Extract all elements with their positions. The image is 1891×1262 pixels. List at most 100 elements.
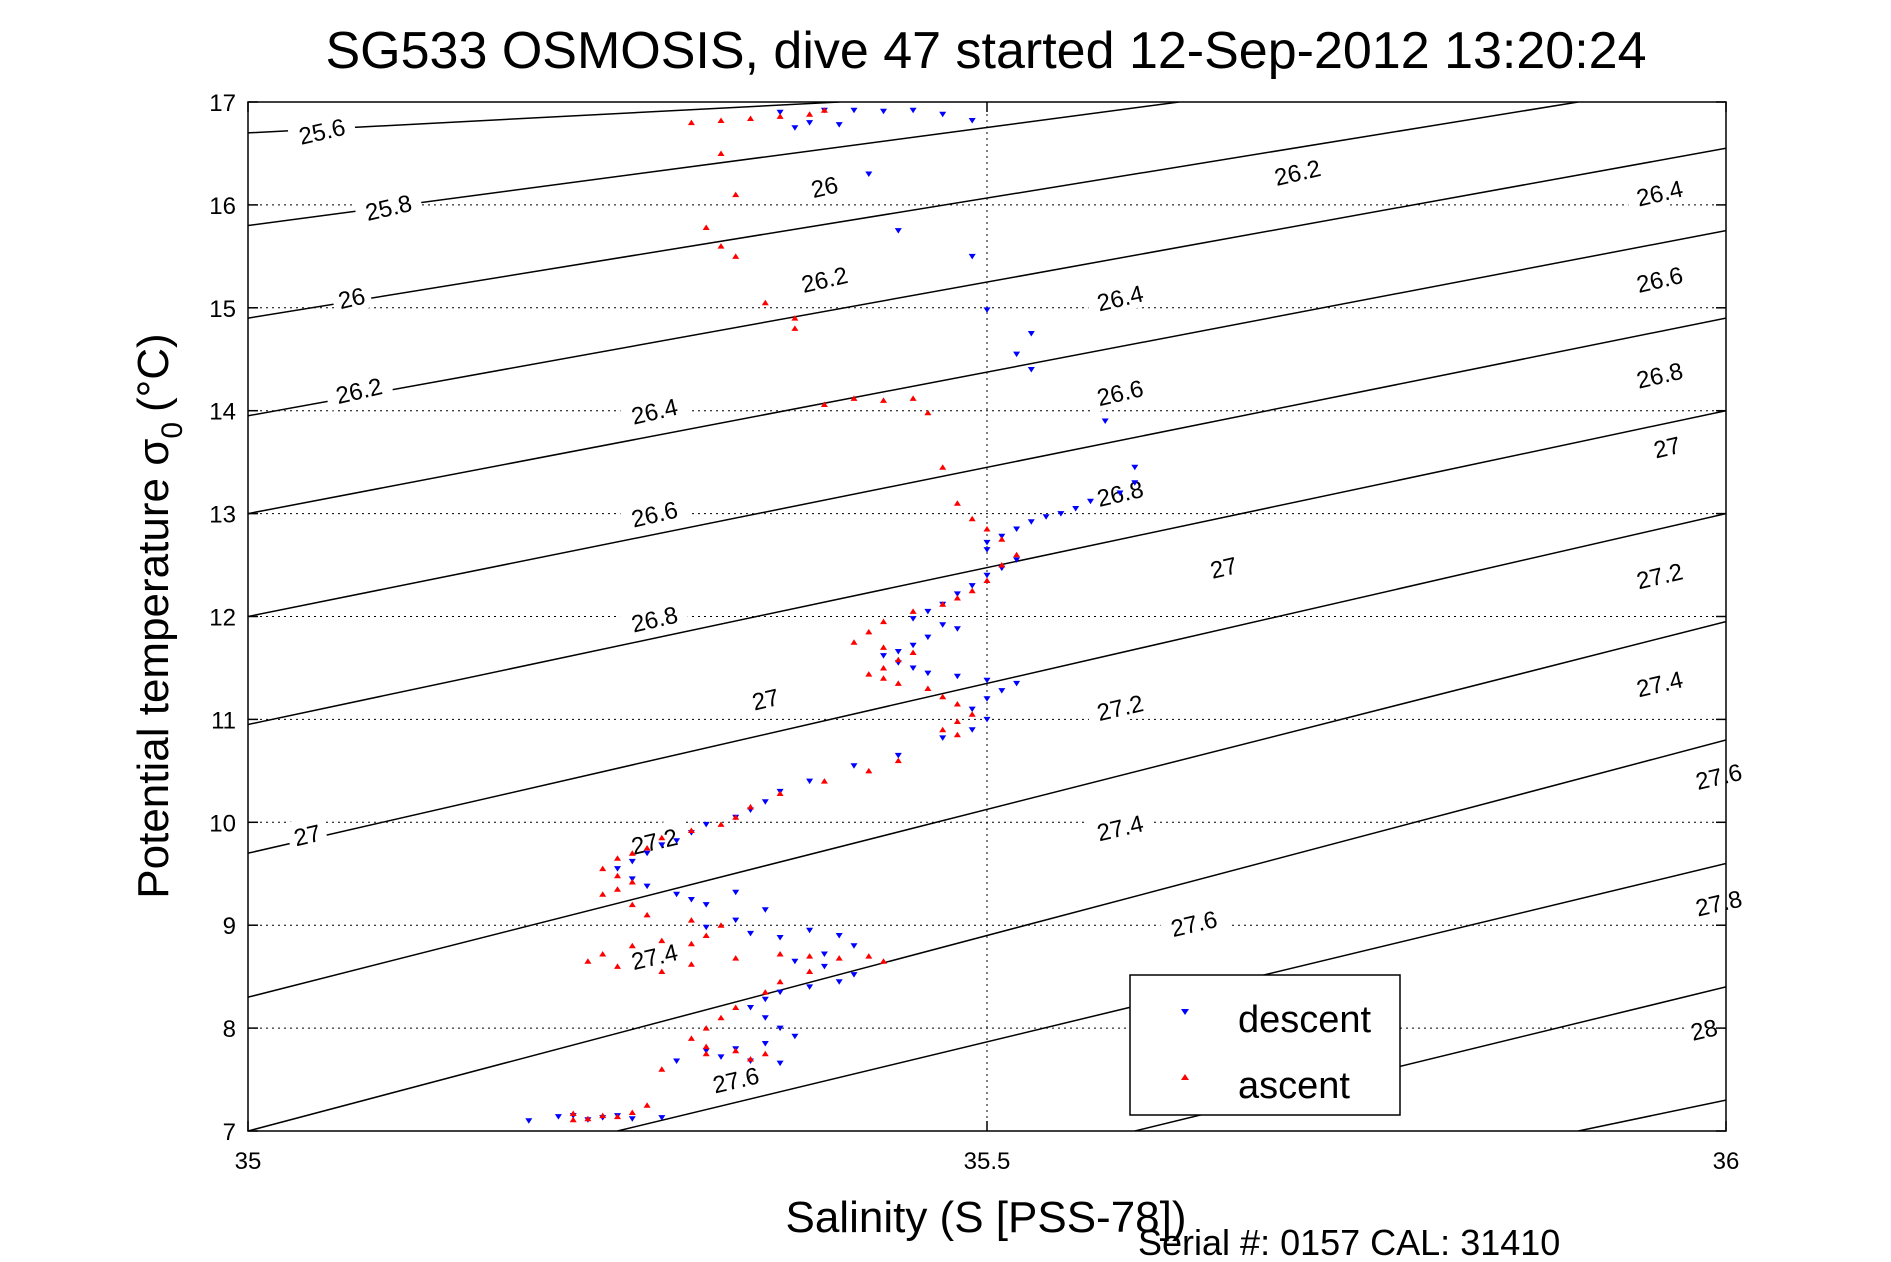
contour-label-bg bbox=[1623, 660, 1695, 705]
legend-descent-label: descent bbox=[1238, 999, 1372, 1041]
contour-label: 26.4 bbox=[1623, 169, 1695, 214]
descent-point bbox=[939, 622, 947, 628]
ascent-point bbox=[747, 1056, 754, 1062]
contour-label-text: 27 bbox=[1651, 432, 1683, 464]
ascent-point bbox=[569, 1116, 577, 1123]
contour-label-bg bbox=[1623, 169, 1695, 214]
descent-point bbox=[806, 927, 814, 934]
descent-point bbox=[968, 583, 976, 589]
ascent-point bbox=[628, 850, 636, 856]
descent-point bbox=[983, 539, 991, 546]
y-tick-label: 9 bbox=[223, 913, 236, 940]
x-axis-ticks: 35 35.5 36 bbox=[235, 102, 1739, 1175]
ascent-point bbox=[865, 671, 873, 677]
descent-point bbox=[880, 108, 887, 115]
contour-label: 27.6 bbox=[1158, 900, 1230, 945]
descent-point bbox=[953, 591, 961, 597]
contour-label-text: 27 bbox=[1208, 552, 1240, 584]
contour-label-bg bbox=[1682, 879, 1754, 924]
ascent-point bbox=[820, 778, 828, 784]
contour-label-bg bbox=[618, 387, 690, 432]
ascent-point bbox=[628, 1109, 636, 1115]
contour-label: 27.2 bbox=[1084, 684, 1156, 729]
contour-label-bg bbox=[1623, 552, 1695, 597]
ascent-point bbox=[687, 119, 695, 126]
ascent-point bbox=[865, 953, 873, 959]
ascent-point bbox=[924, 409, 932, 416]
ascent-point bbox=[880, 665, 887, 671]
descent-point bbox=[658, 1115, 666, 1121]
descent-point bbox=[776, 109, 784, 116]
descent-point bbox=[628, 1116, 636, 1122]
descent-point bbox=[702, 821, 710, 828]
ascent-point bbox=[939, 693, 947, 700]
ascent-point bbox=[776, 113, 784, 119]
contour-label-bg bbox=[699, 1056, 772, 1101]
descent-point bbox=[983, 572, 991, 579]
ascent-point bbox=[702, 932, 710, 938]
descent-point bbox=[761, 1041, 769, 1047]
ascent-point bbox=[614, 855, 621, 861]
contour-label-bg bbox=[1623, 351, 1695, 396]
y-tick-label: 15 bbox=[209, 296, 236, 323]
contour-label-bg bbox=[1084, 369, 1156, 414]
ascent-point bbox=[1013, 551, 1021, 558]
contour-label-bg bbox=[1084, 684, 1156, 729]
ascent-point bbox=[658, 1066, 666, 1072]
ascent-point bbox=[894, 680, 902, 686]
ascent-point bbox=[702, 1050, 710, 1057]
contour-line-26-8 bbox=[248, 409, 1726, 726]
contour-label: 26.4 bbox=[1084, 274, 1156, 319]
descent-point bbox=[554, 1114, 562, 1120]
descent-point bbox=[1057, 511, 1065, 517]
y-tick-label: 17 bbox=[209, 90, 236, 117]
contour-label-text: 28 bbox=[1688, 1014, 1720, 1046]
grid-lines bbox=[248, 102, 1726, 1131]
density-contour-labels: 25.625.826 26.226.42626.226.426.626.226.4… bbox=[284, 107, 1754, 1101]
contour-label-bg bbox=[1261, 148, 1333, 194]
descent-point bbox=[658, 842, 666, 848]
descent-point bbox=[776, 989, 784, 996]
descent-point bbox=[983, 716, 991, 723]
y-tick-label: 14 bbox=[209, 399, 236, 426]
descent-point bbox=[806, 984, 814, 990]
descent-point bbox=[614, 866, 621, 872]
ascent-point bbox=[628, 879, 636, 885]
ascent-point bbox=[584, 1115, 592, 1122]
contour-line-26-4 bbox=[248, 229, 1726, 515]
contour-label-bg bbox=[1682, 752, 1754, 798]
descent-point bbox=[835, 979, 843, 985]
ascent-point bbox=[880, 618, 887, 625]
descent-point bbox=[761, 907, 769, 913]
ascent-point bbox=[983, 526, 991, 532]
descent-point bbox=[953, 626, 961, 632]
ascent-point bbox=[761, 299, 769, 306]
ascent-point bbox=[643, 1102, 651, 1108]
ascent-point bbox=[953, 500, 961, 506]
contour-label-bg bbox=[802, 166, 847, 205]
ascent-point bbox=[953, 718, 961, 724]
ascent-point bbox=[761, 1050, 769, 1057]
ascent-point bbox=[614, 963, 621, 969]
ascent-point bbox=[747, 115, 754, 121]
contour-label-bg bbox=[1158, 900, 1230, 945]
descent-point bbox=[820, 963, 828, 970]
descent-point bbox=[953, 673, 961, 680]
contour-line-28 bbox=[1578, 1099, 1726, 1131]
ascent-point bbox=[687, 940, 695, 947]
ascent-point bbox=[939, 601, 947, 607]
ascent-point bbox=[894, 656, 902, 663]
descent-point bbox=[983, 696, 991, 702]
contour-line-26-6 bbox=[248, 317, 1726, 618]
ascent-point bbox=[658, 968, 666, 974]
contour-label: 25.8 bbox=[352, 183, 424, 229]
ascent-point bbox=[687, 917, 695, 923]
descent-point bbox=[1013, 351, 1021, 358]
x-tick-label: 35 bbox=[235, 1148, 262, 1175]
contour-line-26 bbox=[248, 102, 1579, 319]
y-tick-label: 10 bbox=[209, 810, 236, 837]
ascent-point bbox=[643, 911, 651, 918]
descent-point bbox=[806, 120, 814, 126]
contour-label: 28 bbox=[1681, 1009, 1726, 1048]
